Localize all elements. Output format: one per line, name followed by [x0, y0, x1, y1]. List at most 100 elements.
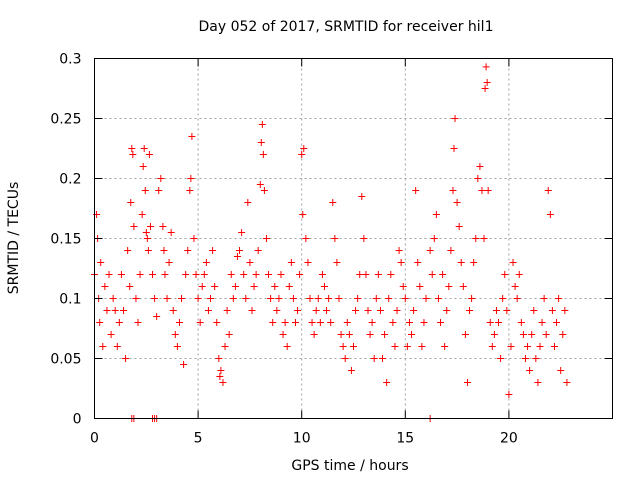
data-point — [542, 331, 550, 338]
data-point — [149, 271, 157, 278]
data-point — [505, 391, 513, 398]
data-point — [376, 307, 384, 314]
data-point — [478, 187, 486, 194]
data-point — [472, 235, 480, 242]
data-point — [252, 271, 260, 278]
data-point — [310, 331, 318, 338]
data-point — [160, 247, 168, 254]
data-point — [175, 319, 183, 326]
data-point — [532, 355, 540, 362]
data-point — [182, 271, 190, 278]
data-point — [299, 211, 307, 218]
data-point — [240, 271, 248, 278]
data-point — [503, 307, 511, 314]
data-point — [192, 271, 200, 278]
data-point — [350, 343, 357, 350]
data-point — [561, 307, 569, 314]
data-point — [233, 253, 241, 260]
data-point — [146, 223, 154, 230]
data-point — [306, 295, 314, 302]
data-point — [468, 295, 476, 302]
data-point — [490, 331, 498, 338]
data-point — [302, 235, 310, 242]
data-point — [262, 235, 270, 242]
x-tick-label: 10 — [293, 431, 311, 447]
data-point — [488, 343, 496, 350]
data-point — [356, 271, 364, 278]
x-tick-label: 0 — [90, 431, 99, 447]
data-point — [99, 343, 107, 350]
data-point — [486, 319, 494, 326]
data-point — [169, 307, 177, 314]
data-point — [499, 295, 507, 302]
data-point — [157, 175, 165, 182]
data-point — [403, 343, 411, 350]
data-point — [559, 331, 567, 338]
data-point — [341, 355, 349, 362]
data-point — [271, 283, 279, 290]
data-point — [320, 283, 328, 290]
chart-title: Day 052 of 2017, SRMTID for receiver hil… — [199, 19, 494, 35]
data-point — [383, 379, 391, 386]
data-point — [128, 145, 136, 152]
y-tick-label: 0.05 — [50, 352, 81, 368]
data-point — [111, 307, 119, 314]
data-point — [153, 313, 161, 320]
data-point — [399, 283, 407, 290]
data-point — [246, 259, 254, 266]
data-point — [180, 361, 188, 368]
data-point — [408, 331, 416, 338]
data-point — [130, 223, 138, 230]
data-point — [273, 307, 281, 314]
data-point — [445, 283, 453, 290]
data-point — [480, 235, 488, 242]
data-point — [410, 307, 418, 314]
data-point — [196, 319, 204, 326]
data-point — [142, 229, 150, 236]
data-point — [277, 271, 285, 278]
data-point — [354, 295, 362, 302]
data-point — [501, 271, 509, 278]
data-point — [314, 295, 322, 302]
data-point — [97, 259, 105, 266]
data-point — [416, 283, 424, 290]
data-point — [405, 319, 413, 326]
data-point — [186, 187, 194, 194]
data-point — [519, 331, 527, 338]
data-point — [548, 307, 556, 314]
data-point — [132, 295, 140, 302]
data-point — [536, 343, 544, 350]
data-point — [173, 343, 181, 350]
data-point — [366, 331, 374, 338]
data-point — [463, 379, 471, 386]
data-point — [187, 175, 195, 182]
data-point — [347, 367, 355, 374]
x-axis-label: GPS time / hours — [291, 458, 408, 474]
data-point — [223, 307, 231, 314]
data-point — [279, 331, 287, 338]
data-point — [495, 319, 503, 326]
data-point — [171, 331, 179, 338]
data-point — [227, 271, 235, 278]
data-point — [103, 307, 111, 314]
data-point — [507, 343, 515, 350]
data-point — [211, 283, 219, 290]
data-point — [557, 367, 565, 374]
data-point — [281, 319, 289, 326]
data-point — [122, 355, 130, 362]
data-point — [308, 319, 316, 326]
data-point — [136, 271, 144, 278]
data-point — [141, 187, 149, 194]
data-point — [364, 307, 372, 314]
data-point — [546, 211, 554, 218]
data-point — [397, 259, 405, 266]
data-point — [219, 379, 227, 386]
data-point — [289, 295, 297, 302]
data-point — [138, 211, 146, 218]
data-point — [513, 295, 521, 302]
data-point — [161, 271, 169, 278]
data-point — [530, 307, 538, 314]
data-point — [96, 319, 104, 326]
data-point — [291, 319, 299, 326]
data-point — [318, 271, 326, 278]
